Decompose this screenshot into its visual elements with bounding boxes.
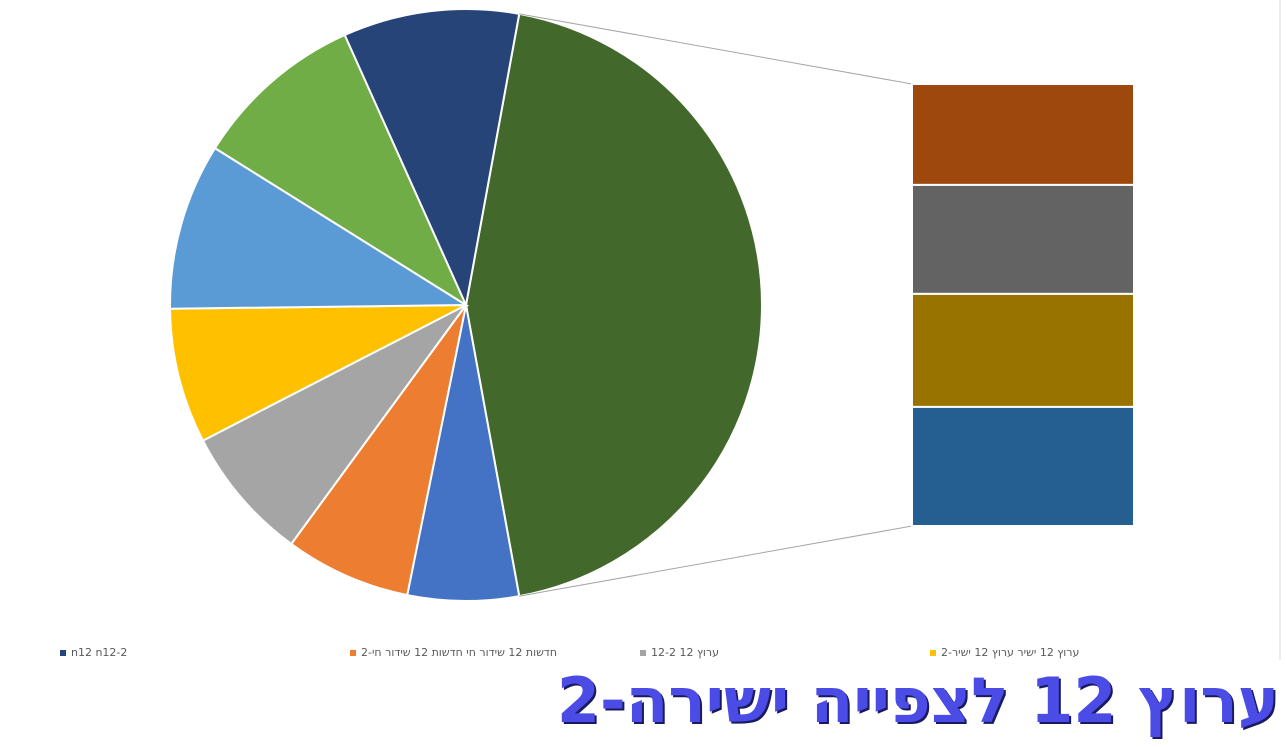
legend-item: ערוץ 12 12-2 <box>640 646 719 659</box>
pie-slice <box>289 304 467 597</box>
legend-item: n12 n12-2 <box>60 646 127 659</box>
legend-label: n12 n12-2 <box>71 646 128 659</box>
pie-slice <box>201 304 467 546</box>
legend-item: ערוץ 12 ישיר ערוץ 12 ישיר-2 <box>930 646 1079 659</box>
bar-segment <box>911 292 1135 408</box>
connector <box>519 13 913 85</box>
legend-label: ערוץ 12 ישיר ערוץ 12 ישיר-2 <box>941 646 1080 659</box>
legend-marker <box>640 649 646 656</box>
legend-marker <box>350 649 356 656</box>
bar-segment <box>911 183 1135 295</box>
bar-segment <box>911 83 1135 186</box>
chart-title: ערוץ 12 לצפייה ישירה-2 <box>556 664 1279 737</box>
legend: n12 n12-2 חדשות 12 שידור חי חדשות 12 שידו… <box>0 646 1287 666</box>
plot <box>169 0 1281 660</box>
pie-slice <box>213 33 469 308</box>
pie-slice <box>169 304 467 442</box>
connector <box>519 525 913 597</box>
legend-label: חדשות 12 שידור חי חדשות 12 שידור חי-2 <box>361 646 558 659</box>
legend-item: חדשות 12 שידור חי חדשות 12 שידור חי-2 <box>350 646 557 659</box>
bar-segment <box>911 405 1135 527</box>
legend-marker <box>60 649 66 656</box>
pie-slice <box>343 8 521 309</box>
legend-label: ערוץ 12 12-2 <box>651 646 719 659</box>
legend-marker <box>930 649 936 656</box>
pie-slice-other <box>464 12 763 598</box>
pie-slice <box>169 146 470 310</box>
